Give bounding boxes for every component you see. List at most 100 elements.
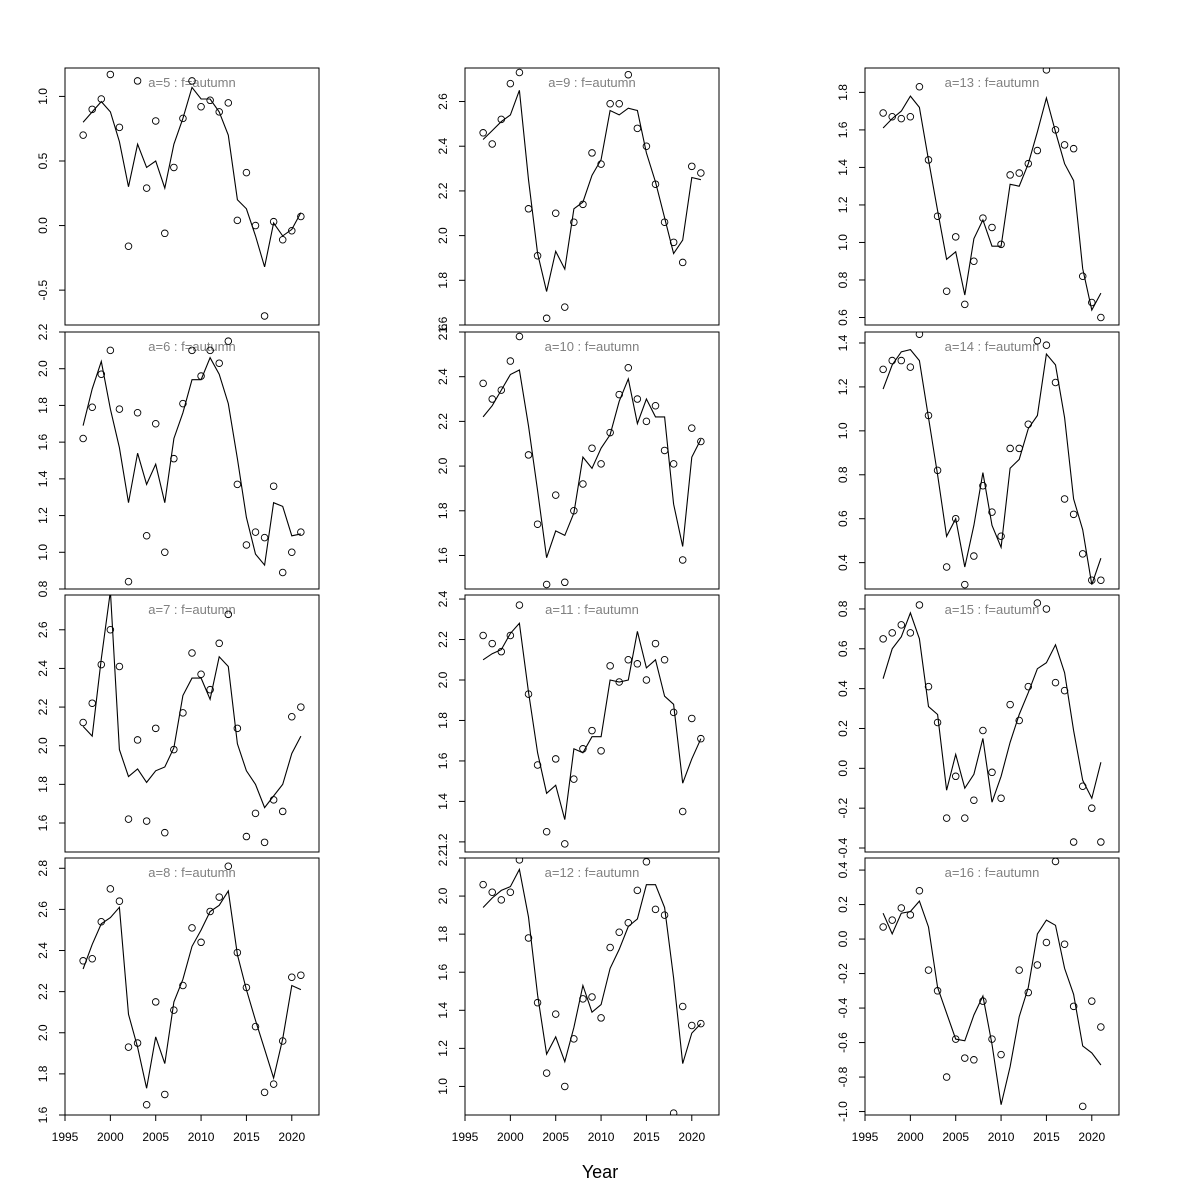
y-tick-label: 1.2 — [836, 196, 850, 213]
observed-point — [924, 966, 933, 974]
y-tick-label: 1.4 — [836, 159, 850, 176]
y-tick-label: 0.8 — [36, 580, 50, 597]
observed-point — [506, 79, 515, 88]
observed-point — [624, 364, 633, 372]
observed-point — [515, 858, 524, 864]
x-tick-label: 2010 — [588, 1130, 615, 1144]
x-tick-label: 2005 — [942, 1130, 969, 1144]
observed-point — [79, 434, 87, 443]
observed-point — [224, 337, 233, 345]
observed-point — [597, 1014, 605, 1022]
y-tick-label: 2.4 — [436, 138, 450, 155]
panel-title: a=8 : f=autumn — [148, 865, 235, 880]
y-tick-label: 1.8 — [36, 397, 50, 414]
observed-point — [215, 108, 223, 116]
observed-point — [206, 685, 214, 694]
observed-point — [942, 563, 951, 571]
y-tick-label: 1.8 — [436, 272, 450, 289]
observed-point — [606, 428, 614, 437]
observed-point — [924, 156, 933, 164]
observed-point — [297, 703, 305, 711]
observed-point — [1042, 68, 1051, 74]
observed-point — [79, 131, 87, 139]
observed-point — [1088, 997, 1096, 1005]
y-tick-label: 1.8 — [436, 502, 450, 519]
x-tick-label: 1995 — [452, 1130, 479, 1144]
observed-point — [970, 796, 978, 804]
y-tick-label: 2.2 — [36, 983, 50, 1000]
fitted-line — [482, 369, 702, 558]
observed-point — [588, 726, 596, 735]
observed-point — [897, 114, 906, 123]
observed-point — [651, 180, 660, 188]
observed-point — [1042, 341, 1051, 349]
observed-point — [542, 828, 551, 836]
y-tick-label: 0.0 — [836, 930, 850, 947]
observed-point — [1015, 716, 1023, 725]
observed-point — [251, 528, 260, 536]
observed-point — [206, 907, 214, 916]
observed-point — [697, 169, 705, 177]
observed-point — [597, 160, 605, 168]
observed-point — [1015, 169, 1023, 177]
observed-point — [233, 724, 242, 733]
observed-point — [924, 411, 933, 420]
observed-point — [1051, 378, 1060, 387]
panel-frame — [864, 857, 1120, 1116]
fitted-line — [82, 889, 302, 1089]
observed-point — [951, 1035, 960, 1043]
observed-point — [479, 379, 487, 388]
observed-point — [988, 768, 996, 777]
panel: a=8 : f=autumn 1.6 1.8 2.0 2.2 2.4 2.6 2.8 1995 2… — [36, 857, 320, 1144]
observed-point — [1060, 686, 1069, 695]
observed-point — [1006, 171, 1014, 179]
y-tick-label: 1.0 — [36, 544, 50, 561]
observed-point — [1033, 599, 1042, 607]
fitted-line — [82, 86, 302, 268]
observed-point — [488, 639, 496, 648]
observed-point — [651, 905, 660, 914]
observed-point — [1069, 144, 1078, 153]
observed-point — [915, 332, 924, 338]
panel-frame — [864, 331, 1120, 590]
observed-point — [197, 670, 205, 678]
fitted-line — [82, 356, 302, 567]
observed-point — [142, 817, 151, 825]
observed-point — [1042, 605, 1051, 613]
y-tick-label: 1.4 — [436, 793, 450, 810]
observed-point — [224, 862, 233, 870]
panel-frame — [464, 331, 720, 590]
observed-point — [161, 229, 169, 238]
observed-point — [678, 1002, 687, 1011]
y-tick-label: 1.4 — [836, 334, 850, 351]
observed-point — [170, 1006, 178, 1014]
observed-point — [615, 390, 623, 399]
observed-point — [951, 514, 960, 523]
observed-point — [879, 365, 887, 374]
fitted-line — [882, 900, 1102, 1105]
observed-point — [1069, 510, 1078, 519]
panel: a=11 : f=autumn 1.2 1.4 1.6 1.8 2.0 2.2 2.4 — [436, 590, 720, 853]
observed-point — [606, 943, 614, 952]
panel: a=15 : f=autumn -0.4 -0.2 0.0 0.2 0.4 0.6 0.8 — [836, 594, 1120, 858]
panel-title: a=6 : f=autumn — [148, 339, 235, 354]
observed-point — [997, 532, 1005, 541]
observed-point — [533, 761, 542, 769]
y-tick-label: 1.6 — [436, 316, 450, 333]
observed-point — [251, 221, 260, 230]
observed-point — [124, 577, 133, 586]
panel-title: a=14 : f=autumn — [945, 339, 1040, 354]
observed-point — [533, 251, 542, 260]
observed-point — [697, 734, 705, 743]
observed-point — [997, 240, 1005, 249]
y-tick-label: 2.0 — [436, 227, 450, 244]
x-tick-label: 2005 — [142, 1130, 169, 1144]
observed-point — [979, 214, 987, 222]
observed-point — [260, 838, 269, 847]
observed-point — [524, 205, 533, 213]
y-tick-label: 1.6 — [436, 964, 450, 981]
panel: a=10 : f=autumn 1.6 1.8 2.0 2.2 2.4 2.6 — [436, 323, 720, 590]
panel-title: a=15 : f=autumn — [945, 602, 1040, 617]
observed-point — [288, 226, 296, 235]
y-tick-label: 1.8 — [36, 776, 50, 793]
